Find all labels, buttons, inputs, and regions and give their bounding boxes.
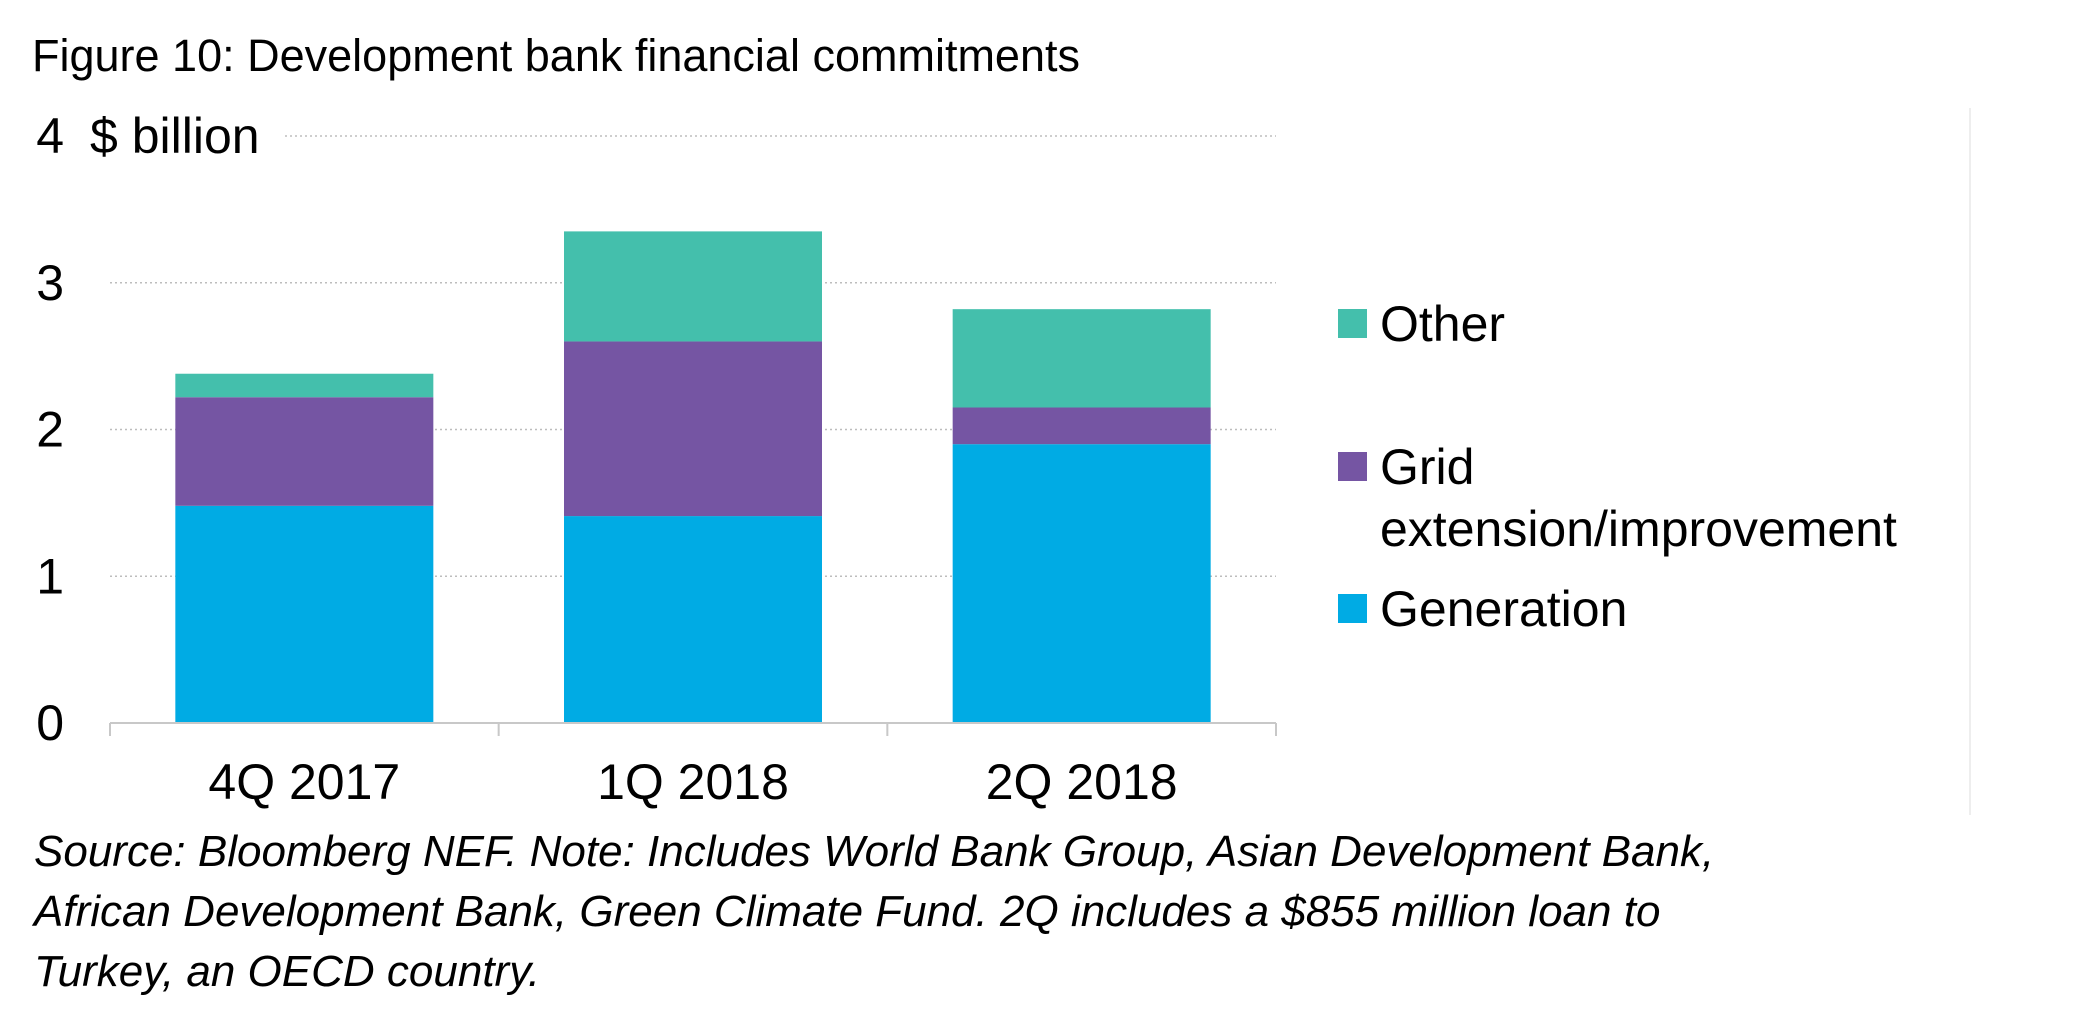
bar-generation-2q-2018 [952,444,1211,723]
legend-label-generation: Generation [1380,581,1627,637]
bar-grid-extension-improvement-4q-2017 [175,397,434,506]
bar-generation-4q-2017 [175,505,434,723]
bar-other-2q-2018 [952,309,1211,408]
legend-label-grid-extension-improvement: Grid [1380,439,1474,495]
source-line-3: Turkey, an OECD country. [34,947,541,996]
bar-generation-1q-2018 [564,516,822,723]
y-tick-label-4: 4 [36,108,64,164]
axes: 0 1 2 3 4 $ billion 4Q 2017 1Q 2018 2Q 2018 [36,108,1277,810]
x-tick-label: 2Q 2018 [986,754,1178,810]
source-line-2: African Development Bank, Green Climate … [34,887,1661,936]
source-line-1: Source: Bloomberg NEF. Note: Includes Wo… [34,827,1715,876]
bar-other-4q-2017 [175,373,434,398]
source-note: Source: Bloomberg NEF. Note: Includes Wo… [34,822,2024,1002]
bars [175,231,1211,723]
bar-other-1q-2018 [564,231,822,342]
legend-swatch-other [1338,309,1367,338]
legend-swatch-grid-extension-improvement [1338,452,1367,481]
bar-grid-extension-improvement-2q-2018 [952,407,1211,445]
legend-label-other: Other [1380,296,1505,352]
y-tick-label-0: 0 [36,695,64,751]
y-tick-label-1: 1 [36,548,64,604]
legend-swatch-generation [1338,594,1367,623]
y-axis-label: $ billion [90,108,260,164]
legend-label-grid-extension-improvement: extension/improvement [1380,501,1897,557]
y-tick-label-3: 3 [36,255,64,311]
legend: Other Grid extension/improvement Generation [1338,296,1897,637]
x-tick-label: 4Q 2017 [208,754,400,810]
y-tick-label-2: 2 [36,402,64,458]
x-tick-label: 1Q 2018 [597,754,789,810]
bar-grid-extension-improvement-1q-2018 [564,341,822,517]
chart-title: Figure 10: Development bank financial co… [32,30,1080,81]
